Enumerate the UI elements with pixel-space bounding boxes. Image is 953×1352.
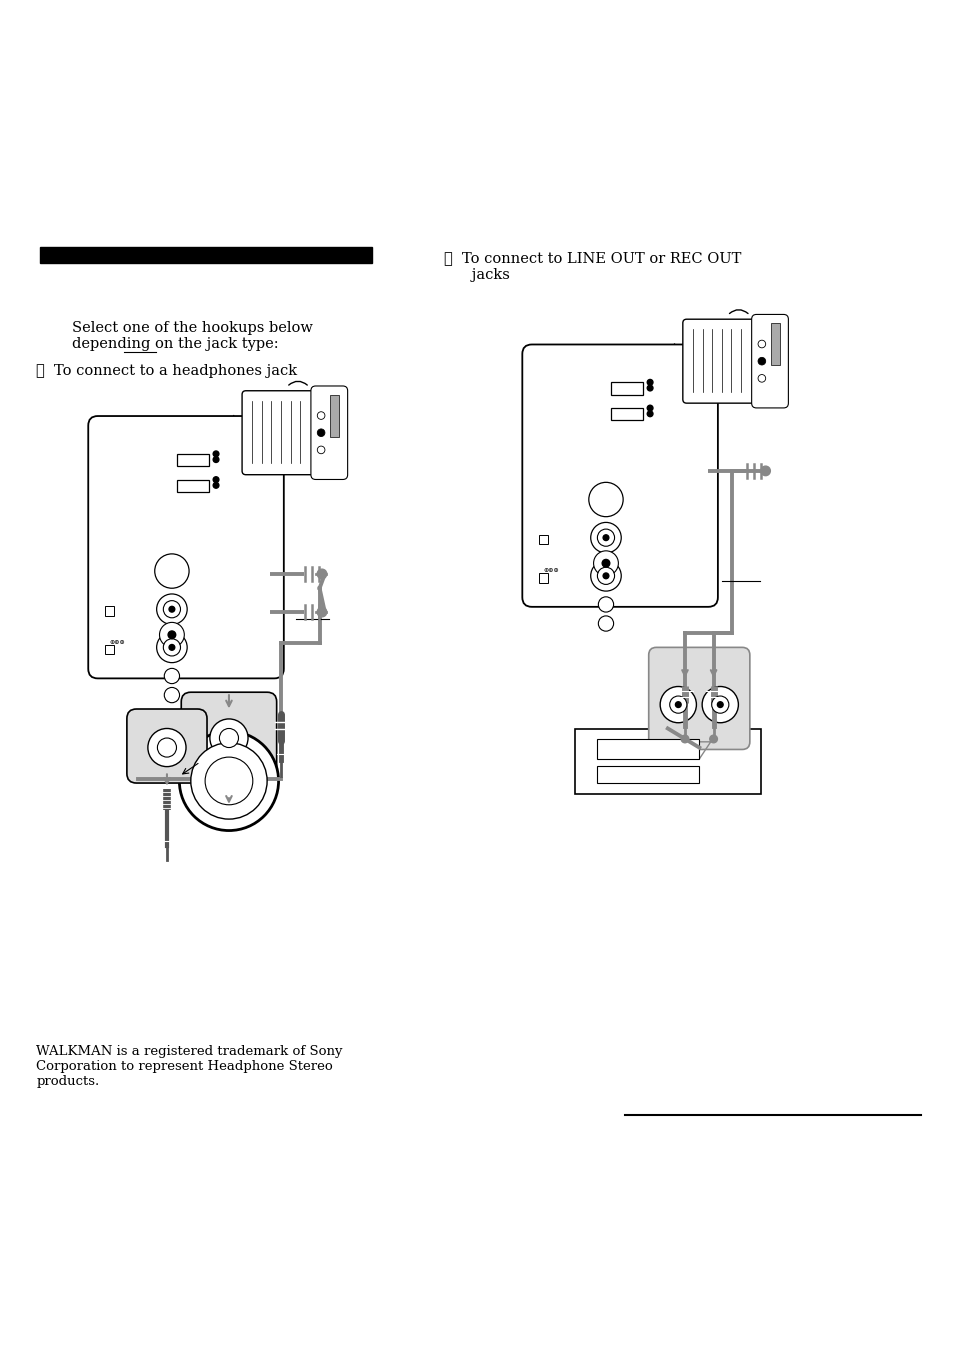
- Bar: [611, 408, 642, 420]
- Bar: [611, 383, 642, 395]
- Circle shape: [205, 757, 253, 804]
- Bar: [177, 454, 209, 466]
- Text: ⊕⊕⊕: ⊕⊕⊕: [543, 568, 558, 573]
- Circle shape: [601, 560, 609, 566]
- Circle shape: [163, 638, 180, 656]
- Circle shape: [646, 411, 652, 416]
- FancyBboxPatch shape: [311, 385, 347, 480]
- Circle shape: [164, 668, 179, 684]
- Circle shape: [317, 412, 325, 419]
- Circle shape: [646, 380, 652, 385]
- Circle shape: [717, 702, 722, 707]
- Bar: [597, 740, 699, 758]
- Circle shape: [646, 385, 652, 391]
- Circle shape: [169, 645, 174, 650]
- Circle shape: [680, 735, 688, 742]
- Circle shape: [711, 696, 728, 714]
- Bar: [105, 606, 114, 617]
- Circle shape: [597, 529, 614, 546]
- Circle shape: [164, 687, 179, 703]
- Circle shape: [219, 729, 238, 748]
- Circle shape: [659, 687, 696, 723]
- Circle shape: [758, 357, 765, 365]
- Circle shape: [213, 452, 218, 457]
- Circle shape: [602, 535, 608, 541]
- Circle shape: [210, 719, 248, 757]
- Text: ⊕⊕⊕: ⊕⊕⊕: [110, 639, 125, 645]
- Bar: [538, 573, 548, 583]
- Circle shape: [758, 375, 765, 383]
- Circle shape: [758, 341, 765, 347]
- Circle shape: [598, 617, 613, 631]
- Text: Ⓑ  To connect to LINE OUT or REC OUT
      jacks: Ⓑ To connect to LINE OUT or REC OUT jack…: [443, 251, 740, 281]
- Bar: [330, 395, 339, 437]
- FancyBboxPatch shape: [181, 692, 276, 780]
- Circle shape: [593, 550, 618, 576]
- Circle shape: [163, 600, 180, 618]
- Bar: [597, 767, 699, 783]
- Circle shape: [168, 631, 175, 638]
- Circle shape: [213, 457, 218, 462]
- Circle shape: [602, 573, 608, 579]
- Text: Ⓐ  To connect to a headphones jack: Ⓐ To connect to a headphones jack: [36, 364, 297, 379]
- Circle shape: [169, 606, 174, 612]
- Circle shape: [157, 738, 176, 757]
- Bar: [770, 323, 780, 365]
- Circle shape: [159, 622, 184, 648]
- Circle shape: [709, 735, 717, 742]
- FancyBboxPatch shape: [127, 708, 207, 783]
- Circle shape: [316, 569, 326, 579]
- Circle shape: [588, 483, 622, 516]
- Bar: [538, 535, 548, 545]
- Circle shape: [156, 633, 187, 662]
- Bar: [105, 645, 114, 654]
- Circle shape: [701, 687, 738, 723]
- Circle shape: [317, 446, 325, 454]
- FancyBboxPatch shape: [648, 648, 749, 749]
- Circle shape: [646, 406, 652, 411]
- Bar: [40, 246, 372, 262]
- Circle shape: [590, 561, 620, 591]
- Circle shape: [154, 554, 189, 588]
- Polygon shape: [687, 742, 710, 758]
- Circle shape: [598, 596, 613, 612]
- Circle shape: [213, 477, 218, 483]
- FancyBboxPatch shape: [522, 345, 717, 607]
- Circle shape: [148, 729, 186, 767]
- Circle shape: [191, 742, 267, 819]
- Circle shape: [597, 568, 614, 584]
- Text: Select one of the hookups below
depending on the jack type:: Select one of the hookups below dependin…: [71, 322, 312, 352]
- Circle shape: [675, 702, 680, 707]
- Bar: [574, 730, 760, 794]
- Circle shape: [669, 696, 686, 714]
- Circle shape: [590, 522, 620, 553]
- FancyBboxPatch shape: [242, 391, 317, 475]
- FancyBboxPatch shape: [89, 416, 283, 679]
- Circle shape: [316, 607, 326, 617]
- Circle shape: [317, 429, 325, 437]
- Circle shape: [179, 731, 278, 830]
- Text: WALKMAN is a registered trademark of Sony
Corporation to represent Headphone Ste: WALKMAN is a registered trademark of Son…: [36, 1045, 342, 1088]
- Circle shape: [213, 483, 218, 488]
- FancyBboxPatch shape: [682, 319, 758, 403]
- Circle shape: [156, 594, 187, 625]
- Bar: [177, 480, 209, 492]
- Circle shape: [760, 466, 770, 476]
- FancyBboxPatch shape: [751, 315, 787, 408]
